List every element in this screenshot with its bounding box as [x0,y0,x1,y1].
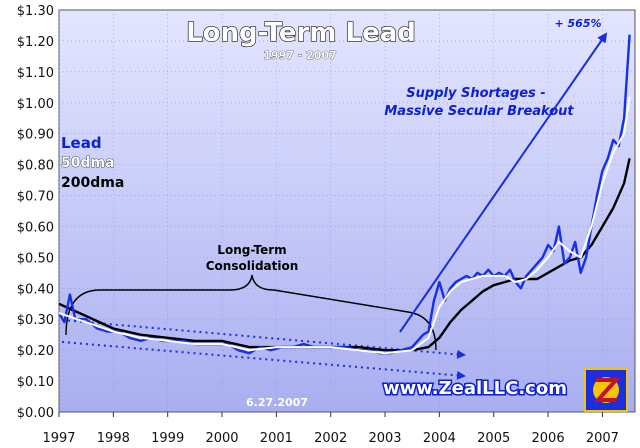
ma50-line [58,96,631,355]
y-tick-label: $1.00 [17,97,54,112]
x-tick-label: 2001 [260,431,293,446]
y-tick-label: $0.20 [17,344,54,359]
consolidation-annotation-line2: Consolidation [206,259,299,273]
x-axis-ticks: 1997 1998 1999 2000 2001 2002 2003 2004 2005 2006… [42,412,619,446]
breakout-annotation-line1: Supply Shortages - [406,86,545,101]
y-tick-label: $1.10 [17,66,54,81]
y-tick-label: $0.30 [17,313,54,328]
y-tick-label: $0.50 [17,251,54,266]
consolidation-annotation-line1: Long-Term [217,243,286,257]
x-tick-label: 2006 [532,431,565,446]
breakout-arrow [399,32,608,333]
chart-title: Long-Term Lead [186,18,416,48]
trend-channel-lower [61,341,466,380]
y-tick-label: $1.20 [17,35,54,50]
x-tick-label: 1998 [97,431,130,446]
x-tick-label: 2004 [423,431,456,446]
consolidation-bracket [65,274,437,351]
x-tick-label: 2007 [586,431,619,446]
y-tick-label: $0.80 [17,159,54,174]
legend-200dma: 200dma [61,175,124,191]
legend-50dma: 50dma [61,155,115,171]
series-lines [57,34,631,355]
y-tick-label: $0.90 [17,128,54,143]
x-tick-label: 1999 [151,431,184,446]
y-tick-label: $0.70 [17,190,54,205]
legend-lead: Lead [61,134,102,152]
y-tick-label: $1.30 [17,4,54,19]
x-tick-label: 1997 [42,431,75,446]
y-tick-label: $0.00 [17,406,54,421]
ma200-line [58,158,631,352]
date-stamp: 6.27.2007 [246,396,308,409]
y-tick-label: $0.60 [17,220,54,235]
zeal-logo-icon [584,368,628,412]
gain-annotation: + 565% [554,17,601,30]
x-tick-label: 2005 [477,431,510,446]
y-tick-label: $0.10 [17,375,54,390]
breakout-annotation-line2: Massive Secular Breakout [384,104,574,119]
plot-background [58,9,636,413]
chart-subtitle: 1997 - 2007 [263,49,336,62]
x-tick-label: 2003 [368,431,401,446]
y-axis-ticks: $0.00 $0.10 $0.20 $0.30 $0.40 $0.50 $0.60 $0.70… [17,4,54,421]
x-tick-label: 2000 [205,431,238,446]
website-watermark: www.ZealLLC.com [383,378,567,399]
x-tick-label: 2002 [314,431,347,446]
gridlines [58,10,635,412]
y-tick-label: $0.40 [17,282,54,297]
